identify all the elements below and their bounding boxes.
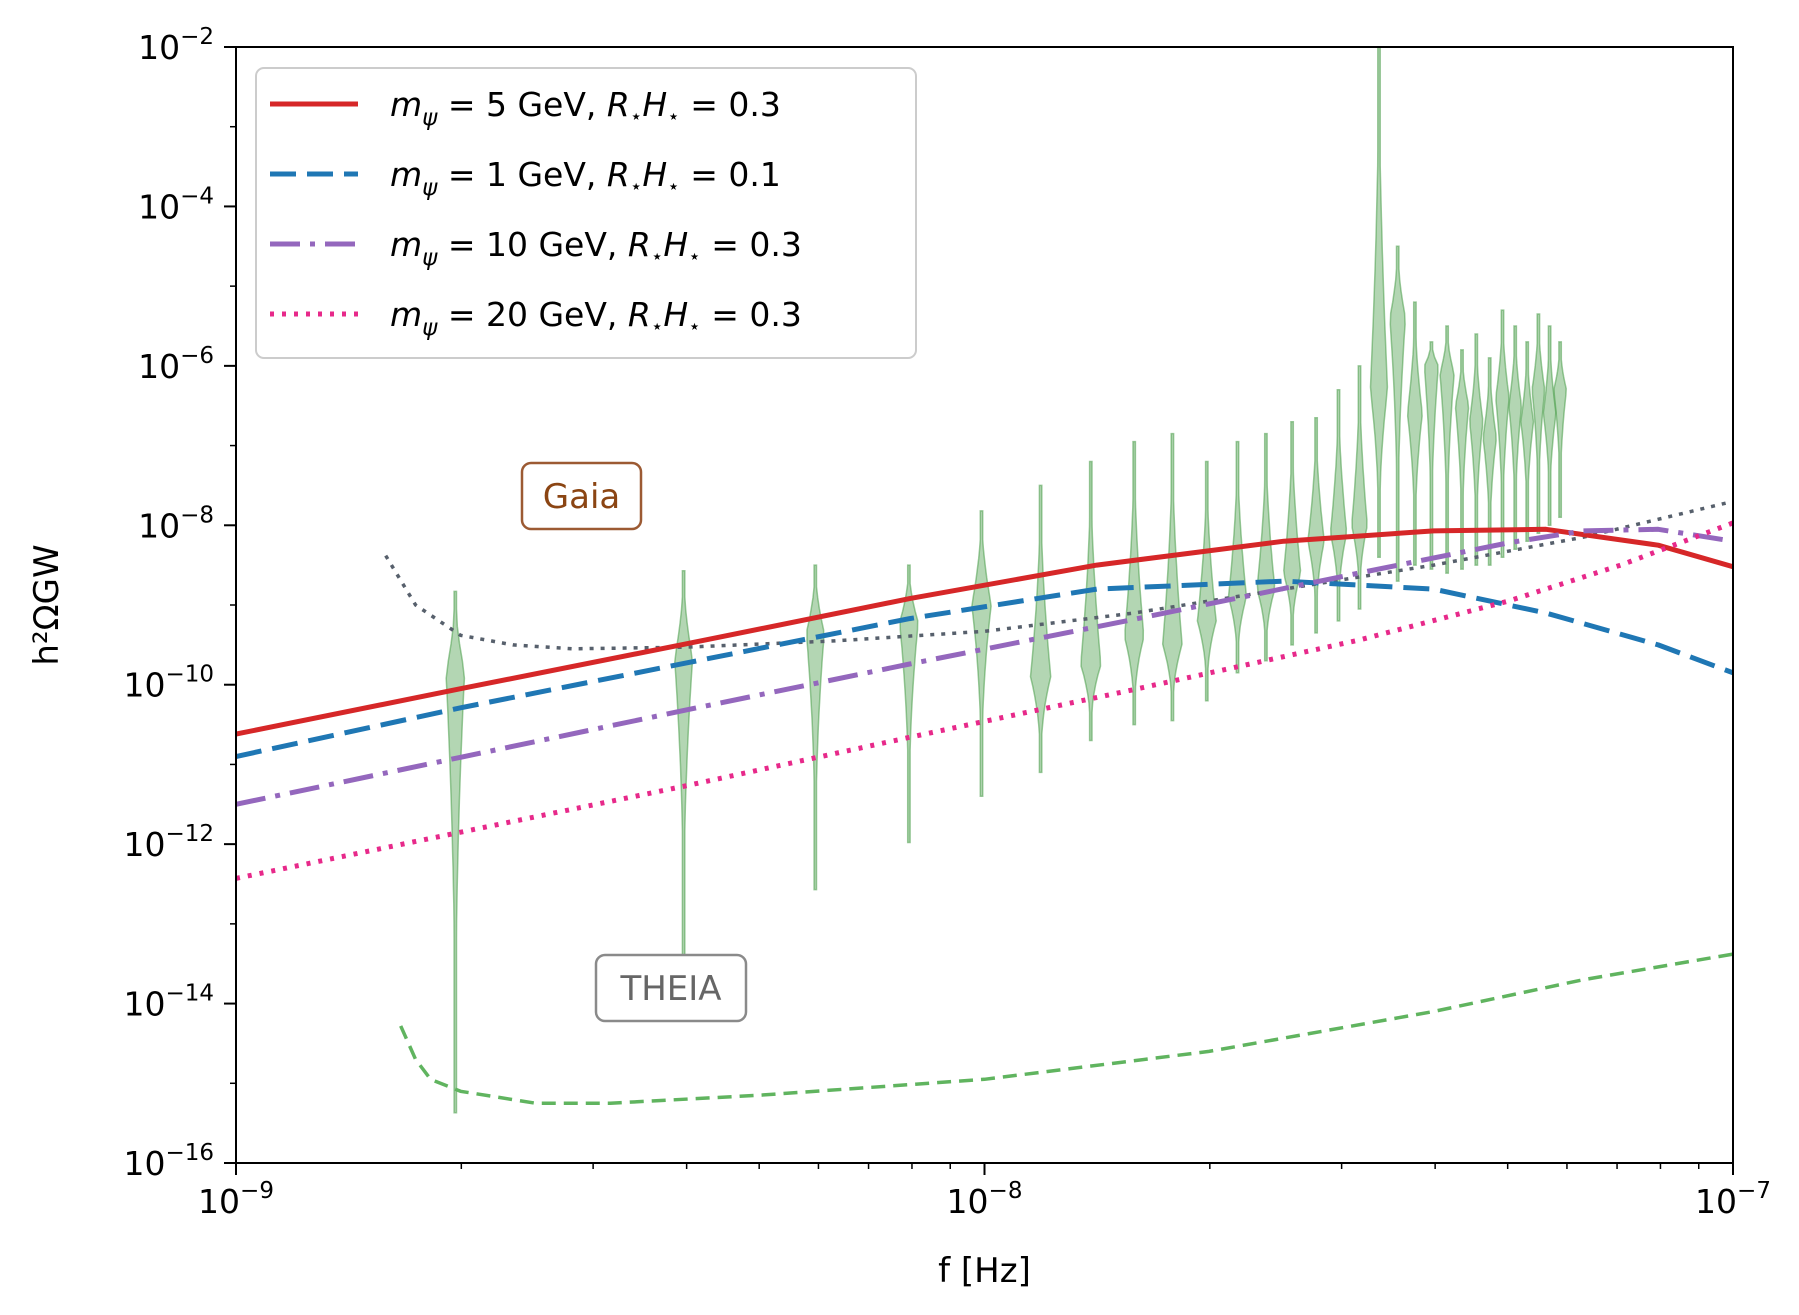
violin-23 [1469, 333, 1484, 566]
violin-layer [445, 47, 1567, 1114]
x-tick-label: 10−9 [198, 1178, 274, 1221]
theia-annotation-box [594, 953, 748, 1023]
x-tick-label: 10−8 [947, 1178, 1023, 1221]
violin-14 [1307, 416, 1325, 634]
violin-5 [971, 510, 992, 798]
violin-22 [1454, 349, 1470, 570]
y-tick-label: 10−2 [138, 24, 214, 67]
series-line-1 [236, 526, 1733, 737]
y-tick-label: 10−10 [123, 662, 214, 705]
violin-1 [445, 590, 466, 1114]
y-tick-label: 10−6 [138, 343, 214, 386]
legend-label-2: mψ = 1 GeV, R⋆H⋆ = 0.1 [390, 155, 781, 201]
y-tick-label: 10−8 [138, 502, 214, 545]
violin-15 [1330, 389, 1348, 622]
y-tick-label: 10−14 [123, 981, 214, 1024]
gaia-sensitivity-curve [384, 499, 1733, 651]
violin-26 [1508, 325, 1523, 550]
sensitivity-curves [384, 499, 1733, 1105]
violin-28 [1531, 313, 1546, 535]
series-line-4 [236, 520, 1733, 881]
violin-12 [1256, 432, 1276, 662]
violin-17 [1369, 47, 1389, 558]
y-tick-label: 10−4 [138, 183, 214, 226]
y-tick-label: 10−16 [123, 1140, 214, 1183]
theia-annotation-label: THEIA [619, 969, 721, 1009]
violin-10 [1196, 460, 1217, 702]
y-axis-label: h²ΩGW [27, 544, 67, 665]
violin-9 [1161, 432, 1183, 722]
violin-27 [1520, 341, 1535, 542]
legend-label-3: mψ = 10 GeV, R⋆H⋆ = 0.3 [390, 225, 802, 271]
x-tick-label: 10−7 [1695, 1178, 1771, 1221]
series-line-2 [236, 578, 1733, 759]
violin-8 [1124, 440, 1145, 726]
violin-16 [1351, 365, 1368, 610]
gaia-annotation-box [520, 461, 643, 531]
legend-label-4: mψ = 20 GeV, R⋆H⋆ = 0.3 [390, 295, 802, 341]
violin-18 [1389, 245, 1406, 582]
theia-annotation: THEIA [594, 953, 748, 1023]
x-axis-label: f [Hz] [938, 1251, 1031, 1291]
legend-frame [255, 67, 917, 359]
gaia-annotation: Gaia [520, 461, 643, 531]
gaia-annotation-label: Gaia [543, 477, 620, 517]
violin-30 [1553, 341, 1567, 519]
violin-25 [1495, 309, 1510, 558]
violin-19 [1406, 301, 1423, 566]
violin-7 [1080, 460, 1102, 742]
violin-20 [1424, 341, 1439, 570]
theia-sensitivity-curve [399, 952, 1733, 1105]
legend-entries: mψ = 5 GeV, R⋆H⋆ = 0.3 mψ = 1 GeV, R⋆H⋆ =… [270, 85, 802, 341]
legend: mψ = 5 GeV, R⋆H⋆ = 0.3 mψ = 1 GeV, R⋆H⋆ =… [255, 67, 917, 359]
legend-label-1: mψ = 5 GeV, R⋆H⋆ = 0.3 [390, 85, 781, 131]
axis-ticks: 10−9 10−8 10−7 10−2 10−4 10−6 10−8 10−10 10−12 10… [123, 24, 1771, 1221]
violin-21 [1439, 325, 1455, 574]
violin-3 [806, 564, 825, 891]
series-line-3 [236, 526, 1733, 807]
violin-4 [899, 564, 919, 844]
signal-series [236, 520, 1733, 881]
violin-24 [1482, 357, 1497, 566]
y-tick-label: 10−12 [123, 821, 214, 864]
violin-11 [1227, 440, 1248, 674]
